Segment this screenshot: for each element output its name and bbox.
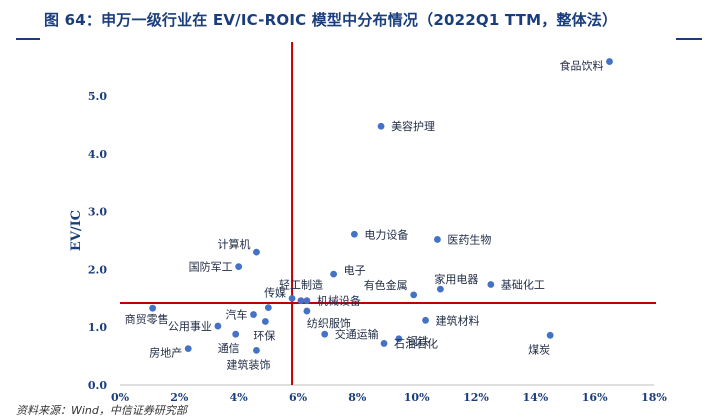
data-point [184,345,192,353]
title-rule-right [676,38,702,40]
data-point [235,263,243,270]
point-label: 通信 [218,342,240,355]
point-label: 煤炭 [528,343,550,356]
data-point [330,270,337,278]
point-label: 公用事业 [168,320,212,333]
point-label: 食品饮料 [560,59,604,73]
point-label: 交通运输 [335,327,379,341]
point-label: 机械设备 [317,294,361,308]
y-axis-label: EV/IC [69,210,84,251]
data-point [264,304,272,312]
data-point [546,331,554,339]
x-tick-label: 4% [230,391,249,404]
source-note: 资料来源：Wind，中信证券研究部 [16,404,187,417]
point-label: 商贸零售 [125,312,169,326]
y-tick-label: 1.0 [88,321,107,334]
x-tick-label: 16% [582,391,608,404]
data-point [214,322,222,330]
point-label: 纺织服饰 [307,316,351,330]
data-point [288,294,296,302]
data-point [606,58,613,65]
point-label: 钢铁 [407,335,429,348]
data-point [380,340,388,347]
x-tick-label: 0% [111,391,130,404]
y-tick-label: 0.0 [88,379,107,392]
y-tick-label: 4.0 [88,148,107,161]
data-point [297,297,305,305]
title-area: 图 64：申万一级行业在 EV/IC-ROIC 模型中分布情况（2022Q1 T… [0,0,718,40]
x-tick-label: 8% [348,391,367,404]
point-label: 美容护理 [391,119,435,133]
data-point [250,311,257,318]
point-label: 计算机 [217,237,250,251]
data-point [261,318,269,325]
point-label: 建筑材料 [436,313,480,327]
point-label: 有色金属 [364,278,408,292]
y-tick-label: 3.0 [88,206,107,219]
data-point [350,230,358,238]
chart-title: 图 64：申万一级行业在 EV/IC-ROIC 模型中分布情况（2022Q1 T… [44,11,618,29]
x-tick-label: 14% [522,391,548,404]
point-label: 家用电器 [434,272,478,286]
point-label: 医药生物 [447,232,491,246]
data-point [303,297,311,305]
point-label: 基础化工 [501,278,545,292]
point-label: 环保 [253,328,275,342]
x-tick-label: 18% [641,391,667,404]
data-point [487,281,495,288]
data-point [395,335,403,343]
data-point [422,316,429,324]
axes: 0% 2% 4% 6% 8% 10% 12% 14% 16% 18% 0.0 1.0 2.0 3.0 4.0… [69,90,667,404]
data-point [253,248,260,256]
data-point [434,236,441,243]
point-label: 国防军工 [189,260,233,274]
data-point [321,330,329,338]
point-label: 电力设备 [364,227,408,241]
data-point [253,346,260,354]
point-label: 汽车 [226,308,248,322]
title-rule-left [16,38,40,40]
data-point [149,304,157,312]
point-label: 轻工制造 [279,278,323,292]
x-tick-label: 6% [289,391,308,404]
point-label: 房地产 [149,346,182,360]
reference-lines [120,42,656,385]
point-label: 建筑装饰 [226,357,270,371]
y-tick-label: 2.0 [88,263,107,276]
data-point [410,291,418,299]
x-tick-label: 2% [170,391,189,404]
data-point [377,122,385,130]
data-point [303,307,311,315]
x-tick-label: 12% [463,391,489,404]
point-label: 电子 [344,264,366,277]
data-point [232,330,240,338]
point-label: 传媒 [264,286,286,299]
data-point [437,285,444,293]
y-tick-label: 5.0 [88,90,107,103]
point-label: 石油石化 [394,336,438,350]
x-tick-label: 10% [404,391,430,404]
